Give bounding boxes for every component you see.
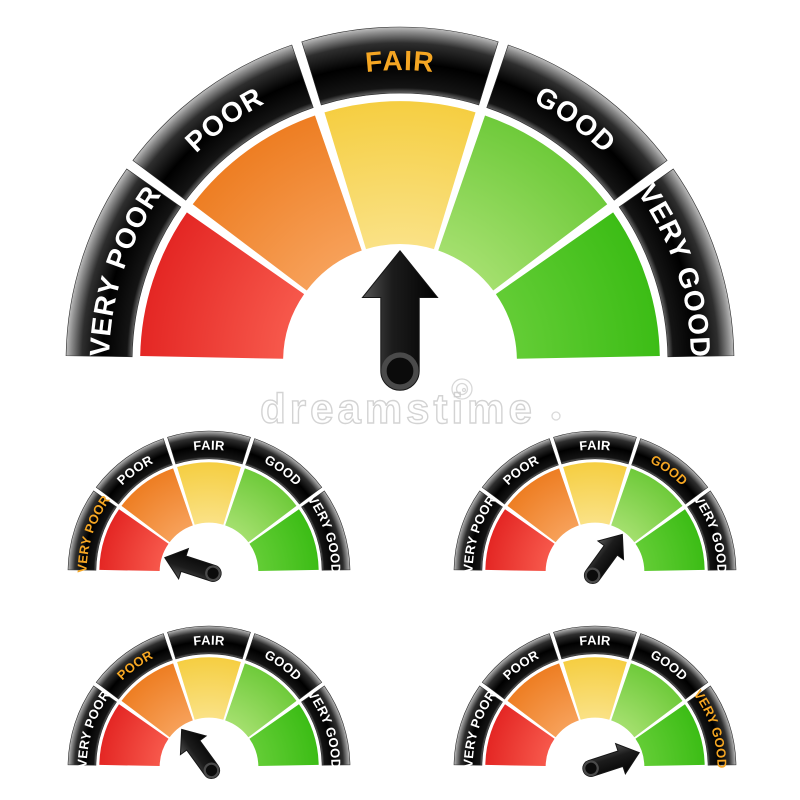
ring-segment-very-good (301, 685, 351, 766)
watermark-dot-icon (551, 411, 561, 421)
pointer-arrow (163, 547, 222, 582)
wedge-fair (177, 657, 241, 720)
ring-segment-fair (167, 430, 251, 465)
ring-segment-poor (132, 44, 314, 201)
wedge-good (611, 663, 683, 738)
ring-segment-fair (553, 625, 637, 660)
ring-segment-good (486, 44, 668, 201)
pointer-arrow (582, 742, 641, 777)
ring-segment-good (631, 438, 709, 505)
ring-segment-poor (481, 633, 559, 700)
wedge-very-good (249, 509, 319, 572)
pointer-hub (205, 565, 221, 582)
pointer-hub (203, 762, 220, 779)
wedge-very-good (249, 704, 319, 767)
ring-segment-very-good (687, 685, 737, 766)
pointer-hub (583, 760, 599, 777)
wedge-very-poor (485, 509, 555, 572)
wedge-good (225, 468, 297, 543)
wedge-good (611, 468, 683, 543)
wedge-fair (563, 657, 627, 720)
segment-label-fair: FAIR (193, 438, 226, 454)
ring-segment-very-good (301, 490, 351, 571)
wedge-poor (121, 663, 193, 738)
wedge-fair (324, 101, 476, 250)
pointer-arrow (361, 249, 439, 391)
wedge-good (225, 663, 297, 738)
ring-segment-fair (553, 430, 637, 465)
ring-segment-good (245, 438, 323, 505)
pointer-hub (584, 567, 601, 584)
wedge-poor (507, 468, 579, 543)
ring-segment-poor (95, 438, 173, 505)
ring-segment-poor (481, 438, 559, 505)
ring-segment-very-poor (67, 490, 117, 571)
pointer-arrow-shape (361, 249, 439, 391)
pointer-hub (381, 352, 419, 390)
segment-label-fair: FAIR (579, 438, 612, 454)
wedge-good (438, 115, 608, 291)
wedge-poor (121, 468, 193, 543)
wedge-poor (192, 115, 362, 291)
ring-segment-good (245, 633, 323, 700)
ring-segment-very-poor (453, 685, 503, 766)
wedge-very-poor (99, 509, 169, 572)
ring-segment-fair (301, 26, 499, 106)
segment-label-fair: FAIR (364, 45, 436, 78)
wedge-very-good (635, 509, 705, 572)
pointer-arrow (179, 728, 221, 779)
ring-segment-good (631, 633, 709, 700)
wedge-very-poor (99, 704, 169, 767)
segment-label-fair: FAIR (579, 633, 612, 649)
ring-segment-very-good (618, 168, 735, 358)
ring-segment-poor (95, 633, 173, 700)
ring-segment-very-poor (453, 490, 503, 571)
ring-segment-very-good (687, 490, 737, 571)
pointer-arrow-shape (179, 728, 221, 779)
ring-segment-very-poor (65, 168, 182, 358)
wedge-fair (563, 462, 627, 525)
ring-segment-very-poor (67, 685, 117, 766)
ring-segment-fair (167, 625, 251, 660)
pointer-arrow (583, 533, 625, 584)
wedge-very-poor (485, 704, 555, 767)
wedge-fair (177, 462, 241, 525)
pointer-arrow-shape (583, 533, 625, 584)
wedge-very-good (635, 704, 705, 767)
wedge-very-good (495, 212, 660, 359)
wedge-poor (507, 663, 579, 738)
segment-label-fair: FAIR (193, 633, 226, 649)
wedge-very-poor (140, 212, 305, 359)
